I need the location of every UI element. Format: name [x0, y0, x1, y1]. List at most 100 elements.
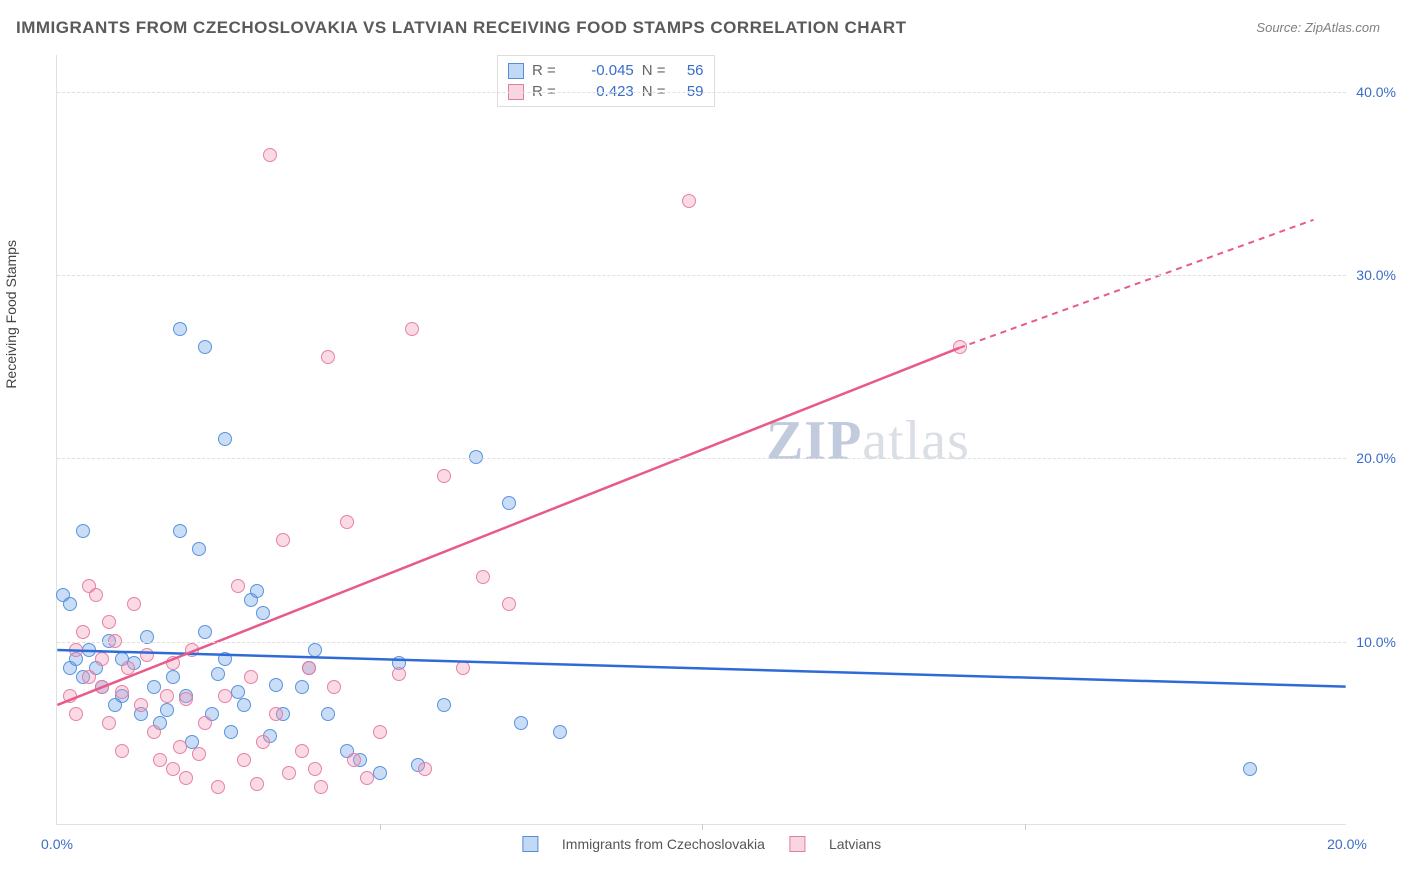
legend-label-blue: Immigrants from Czechoslovakia	[562, 836, 765, 852]
y-tick-label: 20.0%	[1356, 450, 1396, 466]
data-point	[173, 524, 187, 538]
data-point	[102, 716, 116, 730]
r-label: R =	[532, 62, 556, 79]
data-point	[263, 148, 277, 162]
x-tick-minor	[702, 824, 703, 830]
data-point	[437, 469, 451, 483]
data-point	[179, 771, 193, 785]
data-point	[134, 698, 148, 712]
grid-line	[57, 92, 1346, 93]
data-point	[115, 744, 129, 758]
data-point	[327, 680, 341, 694]
data-point	[95, 652, 109, 666]
data-point	[347, 753, 361, 767]
data-point	[295, 680, 309, 694]
data-point	[224, 725, 238, 739]
data-point	[82, 670, 96, 684]
x-tick-label: 0.0%	[41, 836, 73, 852]
chart-title: IMMIGRANTS FROM CZECHOSLOVAKIA VS LATVIA…	[16, 18, 907, 38]
swatch-blue-icon	[522, 836, 538, 852]
data-point	[160, 703, 174, 717]
data-point	[82, 643, 96, 657]
grid-line	[57, 458, 1346, 459]
data-point	[314, 780, 328, 794]
data-point	[360, 771, 374, 785]
plot-area: ZIPatlas R = -0.045 N = 56 R = 0.423 N =…	[56, 55, 1346, 825]
data-point	[69, 643, 83, 657]
data-point	[276, 533, 290, 547]
data-point	[192, 747, 206, 761]
data-point	[237, 698, 251, 712]
data-point	[1243, 762, 1257, 776]
data-point	[256, 606, 270, 620]
data-point	[89, 588, 103, 602]
data-point	[185, 643, 199, 657]
data-point	[147, 680, 161, 694]
chart-container: Receiving Food Stamps ZIPatlas R = -0.04…	[16, 45, 1396, 865]
n-label: N =	[642, 62, 666, 79]
data-point	[476, 570, 490, 584]
data-point	[392, 667, 406, 681]
data-point	[218, 652, 232, 666]
data-point	[456, 661, 470, 675]
data-point	[153, 753, 167, 767]
x-axis-legend: Immigrants from Czechoslovakia Latvians	[522, 836, 881, 852]
data-point	[95, 680, 109, 694]
legend-label-pink: Latvians	[829, 836, 881, 852]
source-name: ZipAtlas.com	[1305, 20, 1380, 35]
data-point	[173, 740, 187, 754]
data-point	[308, 643, 322, 657]
data-point	[321, 707, 335, 721]
data-point	[198, 716, 212, 730]
source-attribution: Source: ZipAtlas.com	[1256, 20, 1380, 35]
data-point	[76, 524, 90, 538]
stats-legend-box: R = -0.045 N = 56 R = 0.423 N = 59	[497, 55, 715, 107]
data-point	[256, 735, 270, 749]
data-point	[198, 340, 212, 354]
data-point	[140, 648, 154, 662]
data-point	[282, 766, 296, 780]
data-point	[502, 496, 516, 510]
data-point	[69, 707, 83, 721]
data-point	[373, 766, 387, 780]
data-point	[63, 597, 77, 611]
data-point	[166, 670, 180, 684]
stats-row-blue: R = -0.045 N = 56	[508, 60, 704, 81]
x-tick-minor	[1025, 824, 1026, 830]
r-value-blue: -0.045	[564, 62, 634, 79]
data-point	[192, 542, 206, 556]
swatch-blue-icon	[508, 63, 524, 79]
data-point	[237, 753, 251, 767]
grid-line	[57, 275, 1346, 276]
data-point	[682, 194, 696, 208]
data-point	[166, 656, 180, 670]
data-point	[308, 762, 322, 776]
data-point	[121, 661, 135, 675]
data-point	[179, 692, 193, 706]
data-point	[166, 762, 180, 776]
grid-line	[57, 642, 1346, 643]
data-point	[250, 777, 264, 791]
data-point	[244, 670, 258, 684]
source-label: Source:	[1256, 20, 1301, 35]
data-point	[340, 515, 354, 529]
data-point	[115, 685, 129, 699]
data-point	[198, 625, 212, 639]
watermark-bold: ZIP	[766, 410, 862, 472]
data-point	[514, 716, 528, 730]
data-point	[953, 340, 967, 354]
data-point	[63, 689, 77, 703]
data-point	[553, 725, 567, 739]
data-point	[250, 584, 264, 598]
swatch-pink-icon	[789, 836, 805, 852]
data-point	[218, 432, 232, 446]
y-tick-label: 30.0%	[1356, 267, 1396, 283]
data-point	[295, 744, 309, 758]
data-point	[76, 625, 90, 639]
data-point	[173, 322, 187, 336]
data-point	[418, 762, 432, 776]
y-axis-title: Receiving Food Stamps	[3, 240, 19, 389]
data-point	[502, 597, 516, 611]
data-point	[405, 322, 419, 336]
x-tick-label: 20.0%	[1327, 836, 1367, 852]
